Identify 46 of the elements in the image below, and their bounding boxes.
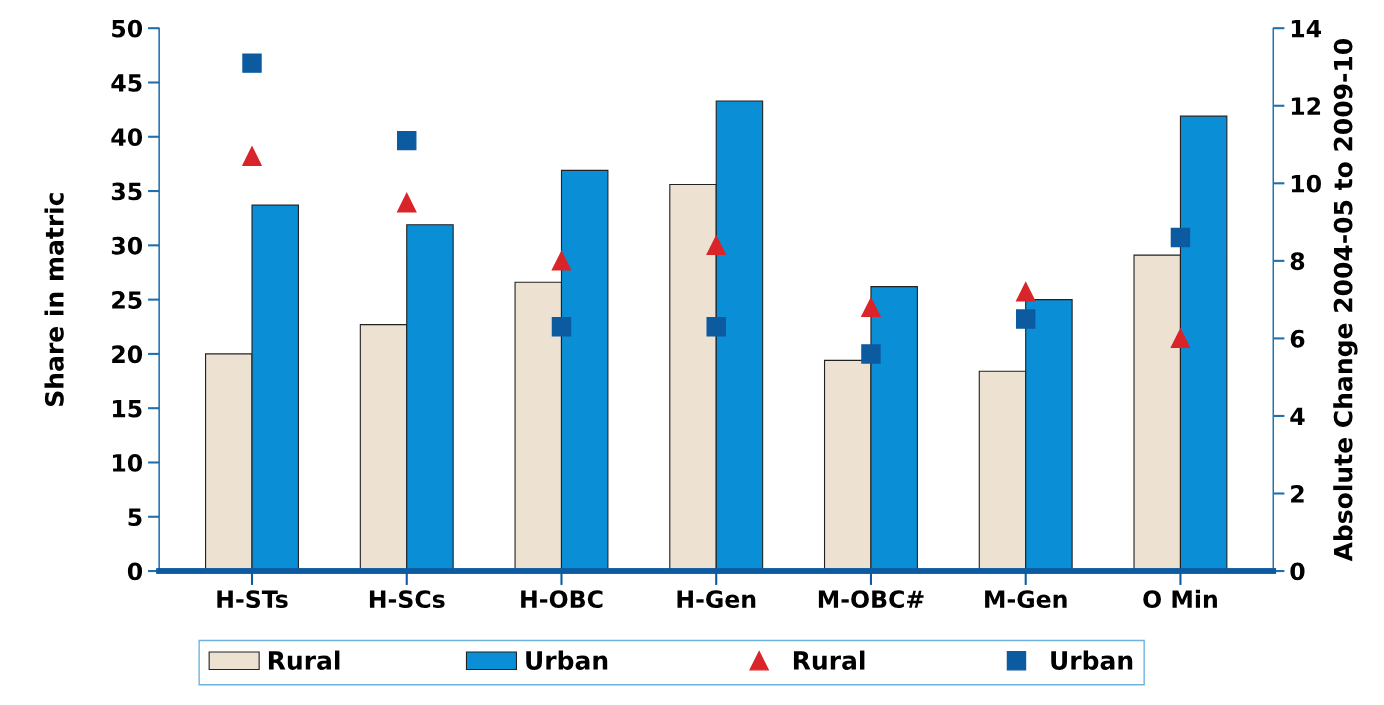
y-tick-label: 30 (111, 236, 143, 255)
x-tick-label: H-STs (217, 590, 288, 609)
y-tick-label: 0 (127, 562, 143, 581)
x-tick-label: M-Gen (985, 590, 1067, 609)
point (397, 192, 417, 213)
point (397, 130, 417, 151)
y-tick-label: 20 (112, 345, 143, 364)
legend-label: Rural (268, 650, 340, 670)
y-tick-label: 45 (111, 74, 142, 92)
y2-tick-label: 2 (1291, 484, 1304, 503)
y-tick-label: 10 (113, 453, 143, 472)
point (1170, 328, 1191, 349)
x-tick-label: H-Gen (677, 590, 756, 609)
x-tick-label: M-OBC# (818, 590, 924, 609)
y-tick-label: 5 (128, 508, 142, 527)
legend-label: Rural (793, 650, 865, 670)
point (706, 317, 726, 337)
legend-label: Urban (1051, 650, 1133, 670)
y-axis-title: Share in matric (44, 193, 64, 406)
x-tick-label: O Min (1143, 589, 1217, 609)
point (551, 251, 572, 271)
point (706, 235, 726, 256)
point (242, 53, 262, 73)
y2-tick-label: 6 (1290, 329, 1305, 348)
y-tick-label: 15 (113, 399, 142, 418)
legend-label: Urban (526, 650, 608, 670)
y2-axis-title: Absolute Change 2004-05 to 2009-10 (1333, 38, 1358, 562)
point (1015, 282, 1036, 302)
y-tick-label: 50 (112, 19, 143, 38)
x-tick-label: H-SCs (369, 590, 445, 609)
point (551, 317, 572, 337)
y2-tick-label: 0 (1290, 562, 1305, 581)
y2-tick-label: 10 (1291, 174, 1321, 193)
y2-tick-label: 4 (1290, 407, 1305, 425)
point (861, 297, 881, 318)
point (1170, 227, 1191, 248)
x-tick-label: H-OBC (521, 590, 603, 609)
y2-tick-label: 8 (1290, 252, 1305, 271)
y2-tick-label: 12 (1291, 97, 1321, 115)
y-tick-label: 40 (111, 128, 143, 147)
y2-tick-label: 14 (1291, 19, 1322, 38)
y-tick-label: 35 (111, 182, 142, 201)
point (1015, 309, 1036, 329)
y-tick-label: 25 (112, 291, 142, 309)
point (861, 344, 881, 364)
point (242, 146, 262, 166)
